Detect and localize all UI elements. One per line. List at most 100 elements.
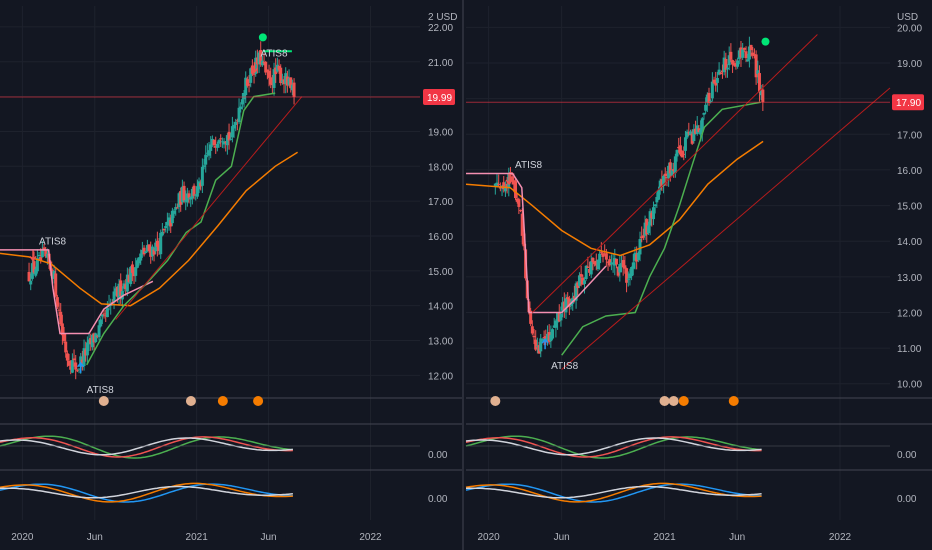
candle-body <box>37 255 41 257</box>
candle-body <box>709 100 713 102</box>
candle-body <box>170 210 174 224</box>
candle-body <box>44 249 48 257</box>
candle-body <box>724 58 728 70</box>
candle-body <box>100 314 104 317</box>
candle-body <box>234 122 238 125</box>
pink-stop-line <box>0 249 154 335</box>
candle-body <box>187 193 191 198</box>
candle-body <box>641 235 645 238</box>
candle-body <box>215 143 219 148</box>
candle-body <box>199 183 203 187</box>
candle-body <box>40 250 44 258</box>
candle-body <box>220 141 224 143</box>
candle-body <box>52 270 56 279</box>
candle-body <box>190 188 194 199</box>
y-tick-label: 17.00 <box>428 197 453 208</box>
candle-body <box>74 362 78 370</box>
candle-body <box>242 93 246 100</box>
candle-body <box>759 89 763 96</box>
candle-body <box>657 189 661 200</box>
candle-body <box>174 207 178 210</box>
y-tick-label: 12.00 <box>897 308 922 319</box>
candle-body <box>741 49 745 58</box>
candle-body <box>502 182 506 190</box>
candle-body <box>160 231 164 236</box>
candle-body <box>120 291 124 300</box>
y-tick-label: 17.00 <box>897 130 922 141</box>
candle-body <box>714 81 718 86</box>
candle-body <box>736 60 740 67</box>
orange-moving-average <box>0 151 298 307</box>
candle-body <box>34 269 38 276</box>
osc2-blue-line <box>465 483 762 503</box>
candle-body <box>92 333 96 343</box>
candle-body <box>655 196 659 203</box>
candle-body <box>539 338 543 352</box>
candle-body <box>132 269 136 277</box>
candle-body <box>162 228 166 231</box>
candle-body <box>667 165 671 179</box>
candle-body <box>225 135 229 146</box>
candle-body <box>84 349 88 356</box>
candle-body <box>498 187 502 189</box>
candle-body <box>257 52 261 64</box>
candle-body <box>280 80 284 83</box>
candle-body <box>596 259 600 270</box>
candle-body <box>564 298 568 313</box>
x-tick-label: 2021 <box>186 532 209 543</box>
x-tick-label: 2022 <box>359 532 382 543</box>
candle-body <box>608 259 612 266</box>
candle-body <box>727 55 731 66</box>
candle-body <box>142 247 146 255</box>
last-price-tag <box>892 94 924 111</box>
candle-body <box>739 47 743 58</box>
down-arrow-icon <box>505 173 513 186</box>
event-dot <box>185 396 196 406</box>
atis8-label: ATIS8 <box>515 160 542 171</box>
down-arrow-icon <box>250 62 259 74</box>
candle-body <box>265 69 269 72</box>
candle-body <box>175 207 179 209</box>
candle-body <box>144 251 148 254</box>
candle-body <box>85 342 89 356</box>
y-tick-label: 21.00 <box>428 58 453 69</box>
candle-body <box>581 277 585 285</box>
candle-body <box>650 212 654 219</box>
candle-body <box>705 94 709 103</box>
candle-body <box>761 89 765 103</box>
candle-body <box>731 60 735 65</box>
candle-body <box>39 257 43 261</box>
candle-body <box>532 335 536 338</box>
candle-body <box>42 247 46 250</box>
candle-body <box>737 50 741 59</box>
osc2-blue-line <box>0 483 293 503</box>
candle-body <box>200 166 204 186</box>
candle-body <box>152 249 156 255</box>
x-tick-label: 2022 <box>829 532 852 543</box>
chart-panel-2: 10.00 11.00 12.00 13.00 14.00 15.00 16.00 17.00… <box>465 6 932 543</box>
candle-body <box>87 339 91 345</box>
candle-body <box>212 139 216 146</box>
last-price-label: 17.90 <box>896 98 921 109</box>
candle-body <box>613 258 617 266</box>
candle-body <box>734 63 738 67</box>
candle-body <box>537 345 541 354</box>
candle-body <box>102 313 106 315</box>
chart-panel-1: 12.00 13.00 14.00 15.00 16.00 17.00 18.00 19.00… <box>0 6 462 543</box>
atis8-label: ATIS8 <box>39 236 66 247</box>
candle-body <box>687 132 691 134</box>
candle-body <box>726 67 730 70</box>
candle-body <box>551 329 555 339</box>
candle-body <box>576 282 580 289</box>
candle-body <box>729 51 733 60</box>
candle-body <box>752 54 756 56</box>
candle-body <box>561 302 565 311</box>
candle-body <box>643 222 647 236</box>
candle-body <box>618 264 622 273</box>
candle-body <box>747 46 751 60</box>
candle-body <box>240 99 244 105</box>
candle-body <box>134 267 138 276</box>
candle-body <box>588 268 592 273</box>
